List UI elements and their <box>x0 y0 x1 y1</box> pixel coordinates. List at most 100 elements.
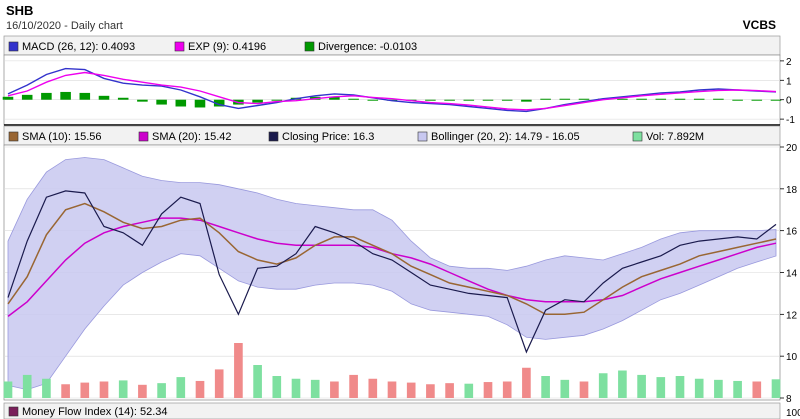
macd-panel: MACD (26, 12): 0.4093 EXP (9): 0.4196 Dive… <box>2 35 795 126</box>
volume-bar <box>560 379 570 398</box>
y-tick-label: 2 <box>786 57 792 68</box>
divergence-bar <box>482 99 494 101</box>
volume-bar <box>579 381 589 398</box>
divergence-bar <box>79 92 91 100</box>
divergence-bar <box>367 99 379 101</box>
divergence-bar <box>770 99 782 101</box>
volume-bar <box>138 384 147 398</box>
chart-subtitle: 16/10/2020 - Daily chart <box>6 20 123 32</box>
y-tick-label: -1 <box>786 115 795 126</box>
divergence-bar <box>521 99 532 102</box>
volume-bar <box>3 381 13 398</box>
symbol-title: SHB <box>6 3 33 18</box>
y-tick-label: 16 <box>786 227 798 238</box>
legend-swatch <box>304 41 315 52</box>
legend-swatch <box>138 131 149 142</box>
legend-swatch <box>8 406 19 417</box>
volume-bar <box>637 374 646 398</box>
divergence-bar <box>252 99 263 103</box>
divergence-bar <box>117 97 129 100</box>
mfi-legend-bar <box>3 402 781 419</box>
macd-legend: MACD (26, 12): 0.4093 EXP (9): 0.4196 Dive… <box>8 41 417 53</box>
macd-y-axis: 2 1 0 -1 <box>780 57 795 126</box>
volume-bar <box>234 343 243 398</box>
legend-label: Money Flow Index (14): 52.34 <box>22 406 168 418</box>
divergence-bar <box>213 99 225 107</box>
volume-bar <box>656 377 666 398</box>
volume-bar <box>771 379 781 398</box>
divergence-bar <box>425 99 436 101</box>
divergence-bar <box>751 99 763 101</box>
legend-label: SMA (10): 15.56 <box>22 131 102 143</box>
volume-bar <box>22 374 32 398</box>
legend-label: Bollinger (20, 2): 14.79 - 16.05 <box>431 131 580 143</box>
y-tick-label: 0 <box>786 96 792 107</box>
macd-plot-area <box>3 54 781 126</box>
volume-bar <box>272 376 282 398</box>
volume-bar <box>426 384 435 398</box>
volume-bar <box>195 380 205 398</box>
y-tick-label: 100 <box>786 408 800 419</box>
legend-swatch <box>8 131 19 142</box>
divergence-bar <box>636 98 647 100</box>
volume-bar <box>541 376 550 398</box>
divergence-bar <box>348 98 359 100</box>
volume-bar <box>99 381 109 398</box>
divergence-bar <box>41 92 52 100</box>
volume-bar <box>214 369 224 398</box>
price-legend: SMA (10): 15.56 SMA (20): 15.42 Closing Pr… <box>8 131 704 143</box>
macd-lines <box>7 67 777 113</box>
mfi-panel: Money Flow Index (14): 52.34 100 <box>3 402 800 419</box>
volume-bar <box>157 383 166 398</box>
volume-bar <box>445 383 454 398</box>
y-tick-label: 12 <box>786 310 798 321</box>
y-tick-label: 18 <box>786 185 798 196</box>
divergence-bar <box>137 99 148 102</box>
volume-bar <box>675 376 685 398</box>
divergence-bar <box>21 94 33 100</box>
volume-bar <box>368 378 378 398</box>
divergence-bar <box>674 98 686 100</box>
divergence-bar <box>501 99 513 101</box>
volume-bar <box>502 381 512 398</box>
macd-line <box>7 67 777 113</box>
legend-swatch <box>174 41 185 52</box>
volume-bar <box>522 367 531 398</box>
divergence-bar <box>713 98 724 100</box>
volume-bar <box>42 378 51 398</box>
divergence-bar <box>617 98 628 100</box>
volume-bars <box>3 343 781 398</box>
closing-price-line <box>7 190 777 354</box>
volume-bar <box>387 381 397 398</box>
divergence-bar <box>60 91 71 100</box>
price-y-axis: 20 18 16 14 12 10 8 <box>780 143 798 405</box>
divergence-bar <box>655 98 667 100</box>
divergence-bar <box>194 99 206 108</box>
divergence-bar <box>540 98 551 100</box>
divergence-bar <box>156 99 167 105</box>
volume-bar <box>253 365 262 398</box>
volume-bar <box>310 379 320 398</box>
volume-bar <box>118 380 128 398</box>
divergence-bar <box>329 96 340 100</box>
volume-bar <box>714 379 723 398</box>
legend-label: Closing Price: 16.3 <box>282 131 374 143</box>
brand-label: VCBS <box>743 18 776 32</box>
divergence-bar <box>693 98 705 100</box>
divergence-bar <box>444 99 455 101</box>
exp-signal-line <box>7 71 777 111</box>
legend-swatch <box>632 131 643 142</box>
volume-bar <box>752 381 762 398</box>
legend-label: Vol: 7.892M <box>646 131 704 143</box>
volume-bar <box>618 370 627 398</box>
divergence-bar <box>732 99 743 101</box>
volume-bar <box>694 378 704 398</box>
legend-label: EXP (9): 0.4196 <box>188 41 266 53</box>
price-lines <box>7 190 777 354</box>
divergence-bar <box>2 96 14 100</box>
y-tick-label: 10 <box>786 352 798 363</box>
volume-bar <box>464 383 474 398</box>
legend-label: MACD (26, 12): 0.4093 <box>22 41 135 53</box>
divergence-bar <box>559 98 571 100</box>
y-tick-label: 20 <box>786 143 798 154</box>
